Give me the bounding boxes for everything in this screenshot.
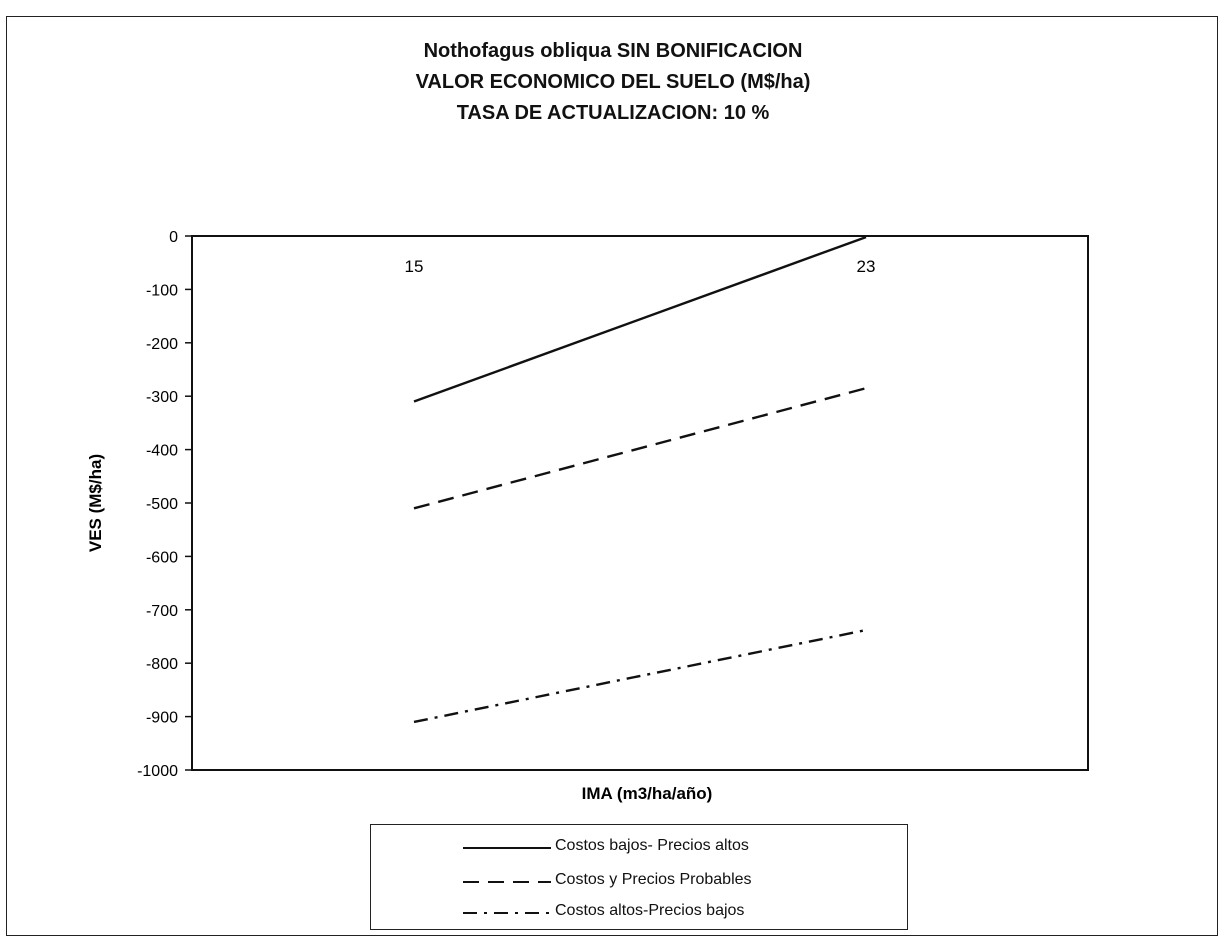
legend-swatch-dashed <box>463 881 551 883</box>
y-tick-label: -500 <box>146 496 178 513</box>
chart-frame <box>6 16 1218 936</box>
y-tick-label: -1000 <box>137 763 178 780</box>
y-axis-label: VES (M$/ha) <box>86 454 105 552</box>
legend-label-dashdot: Costos altos-Precios bajos <box>555 902 745 919</box>
legend-swatch-solid <box>463 847 551 849</box>
y-tick-label: -600 <box>146 549 178 566</box>
legend-item-dashed: Costos y Precios Probables <box>371 868 907 896</box>
y-axis: 0 -100 -200 -300 -400 -500 -600 -700 -800 -900 -10… <box>137 229 192 780</box>
series-line-dashed <box>413 387 867 510</box>
x-axis: 15 23 <box>405 257 876 276</box>
legend-item-solid: Costos bajos- Precios altos <box>371 834 907 862</box>
y-tick-label: -100 <box>146 282 178 299</box>
x-axis-label: IMA (m3/ha/año) <box>582 784 713 803</box>
series-line-solid <box>413 235 867 403</box>
legend: Costos bajos- Precios altos Costos y Pre… <box>370 824 908 930</box>
y-tick-label: -700 <box>146 603 178 620</box>
y-tick-label: -900 <box>146 710 178 727</box>
y-tick-label: -400 <box>146 443 178 460</box>
title-line-2: VALOR ECONOMICO DEL SUELO (M$/ha) <box>415 71 811 93</box>
series-line-dashdot <box>413 628 867 724</box>
title-line-3: TASA DE ACTUALIZACION: 10 % <box>456 102 770 124</box>
series-layer <box>413 235 867 724</box>
x-tick-label: 23 <box>857 257 876 276</box>
legend-label-dashed: Costos y Precios Probables <box>555 871 752 888</box>
legend-label-solid: Costos bajos- Precios altos <box>555 837 749 854</box>
y-tick-label: 0 <box>169 229 178 246</box>
plot-area <box>191 235 1089 771</box>
y-tick-label: -200 <box>146 336 178 353</box>
x-tick-label: 15 <box>405 257 424 276</box>
legend-item-dashdot: Costos altos-Precios bajos <box>371 899 907 927</box>
y-tick-label: -800 <box>146 656 178 673</box>
y-tick-label: -300 <box>146 389 178 406</box>
chart-title: Nothofagus obliqua SIN BONIFICACION VALO… <box>0 36 1226 129</box>
legend-swatch-dashdot <box>463 912 551 914</box>
title-line-1: Nothofagus obliqua SIN BONIFICACION <box>423 40 803 62</box>
